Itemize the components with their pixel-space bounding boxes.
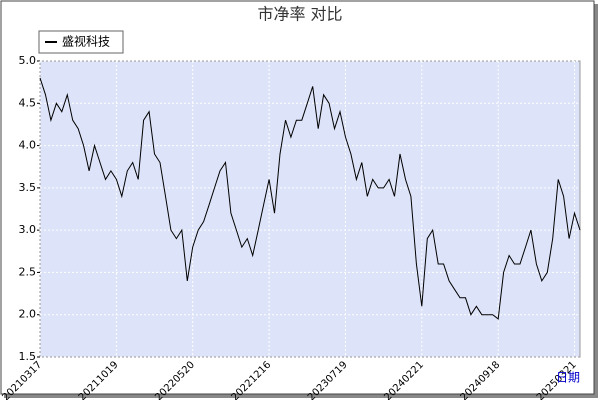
y-tick-label: 5.0	[19, 54, 37, 67]
legend: 盛视科技	[38, 30, 124, 54]
chart-title: 市净率 对比	[257, 5, 342, 24]
y-tick-label: 3.5	[19, 181, 37, 194]
y-tick-label: 1.5	[19, 350, 37, 363]
y-tick-label: 3.0	[19, 223, 37, 236]
series-line	[39, 77, 581, 320]
y-tick-label: 4.0	[19, 139, 37, 152]
legend-label: 盛视科技	[62, 34, 110, 49]
y-tick-label: 2.0	[19, 308, 37, 321]
y-tick-label: 2.5	[19, 265, 37, 278]
legend-box	[38, 30, 124, 54]
y-tick-label: 4.5	[19, 96, 37, 109]
x-axis-label: 日期	[556, 371, 580, 385]
